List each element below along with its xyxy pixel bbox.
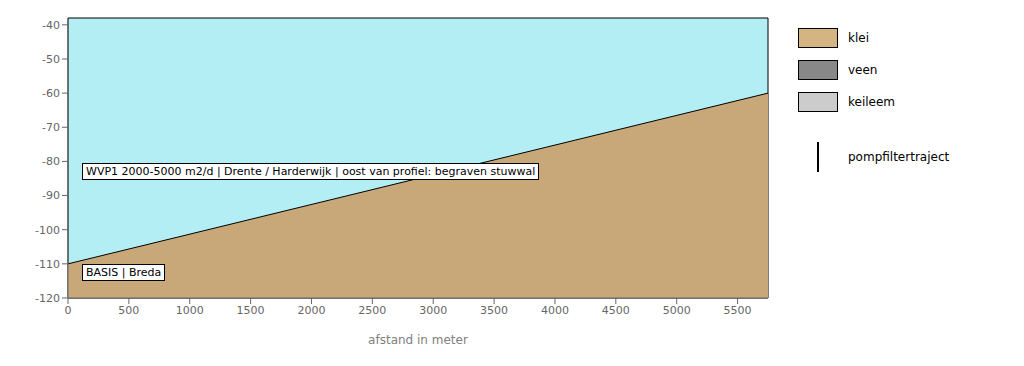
svg-text:4500: 4500 bbox=[602, 304, 630, 317]
svg-text:5500: 5500 bbox=[724, 304, 752, 317]
svg-text:2500: 2500 bbox=[358, 304, 386, 317]
svg-text:0: 0 bbox=[65, 304, 72, 317]
html-text:klei: klei bbox=[848, 31, 869, 45]
svg-text:5000: 5000 bbox=[663, 304, 691, 317]
svg-text:-40: -40 bbox=[42, 19, 60, 32]
svg-text:-60: -60 bbox=[42, 87, 60, 100]
svg-text:-80: -80 bbox=[42, 155, 60, 168]
svg-text:1000: 1000 bbox=[176, 304, 204, 317]
html-text:pompfiltertraject: pompfiltertraject bbox=[848, 150, 950, 164]
svg-text:500: 500 bbox=[118, 304, 139, 317]
svg-text:4000: 4000 bbox=[541, 304, 569, 317]
svg-text:-100: -100 bbox=[35, 224, 60, 237]
svg-text:-90: -90 bbox=[42, 189, 60, 202]
html-text:keileem: keileem bbox=[848, 95, 895, 109]
svg-text:1500: 1500 bbox=[237, 304, 265, 317]
html-text:WVP1 2000-5000 m2/d | Drente /: WVP1 2000-5000 m2/d | Drente / Harderwij… bbox=[86, 165, 536, 179]
html-text:veen: veen bbox=[848, 63, 878, 77]
html-text:BASIS | Breda: BASIS | Breda bbox=[86, 266, 162, 280]
svg-text:-110: -110 bbox=[35, 258, 60, 271]
svg-text:3000: 3000 bbox=[419, 304, 447, 317]
svg-text:-70: -70 bbox=[42, 121, 60, 134]
svg-text:afstand in meter: afstand in meter bbox=[368, 333, 468, 347]
svg-text:-50: -50 bbox=[42, 53, 60, 66]
svg-text:-120: -120 bbox=[35, 292, 60, 305]
svg-text:2000: 2000 bbox=[297, 304, 325, 317]
svg-text:3500: 3500 bbox=[480, 304, 508, 317]
